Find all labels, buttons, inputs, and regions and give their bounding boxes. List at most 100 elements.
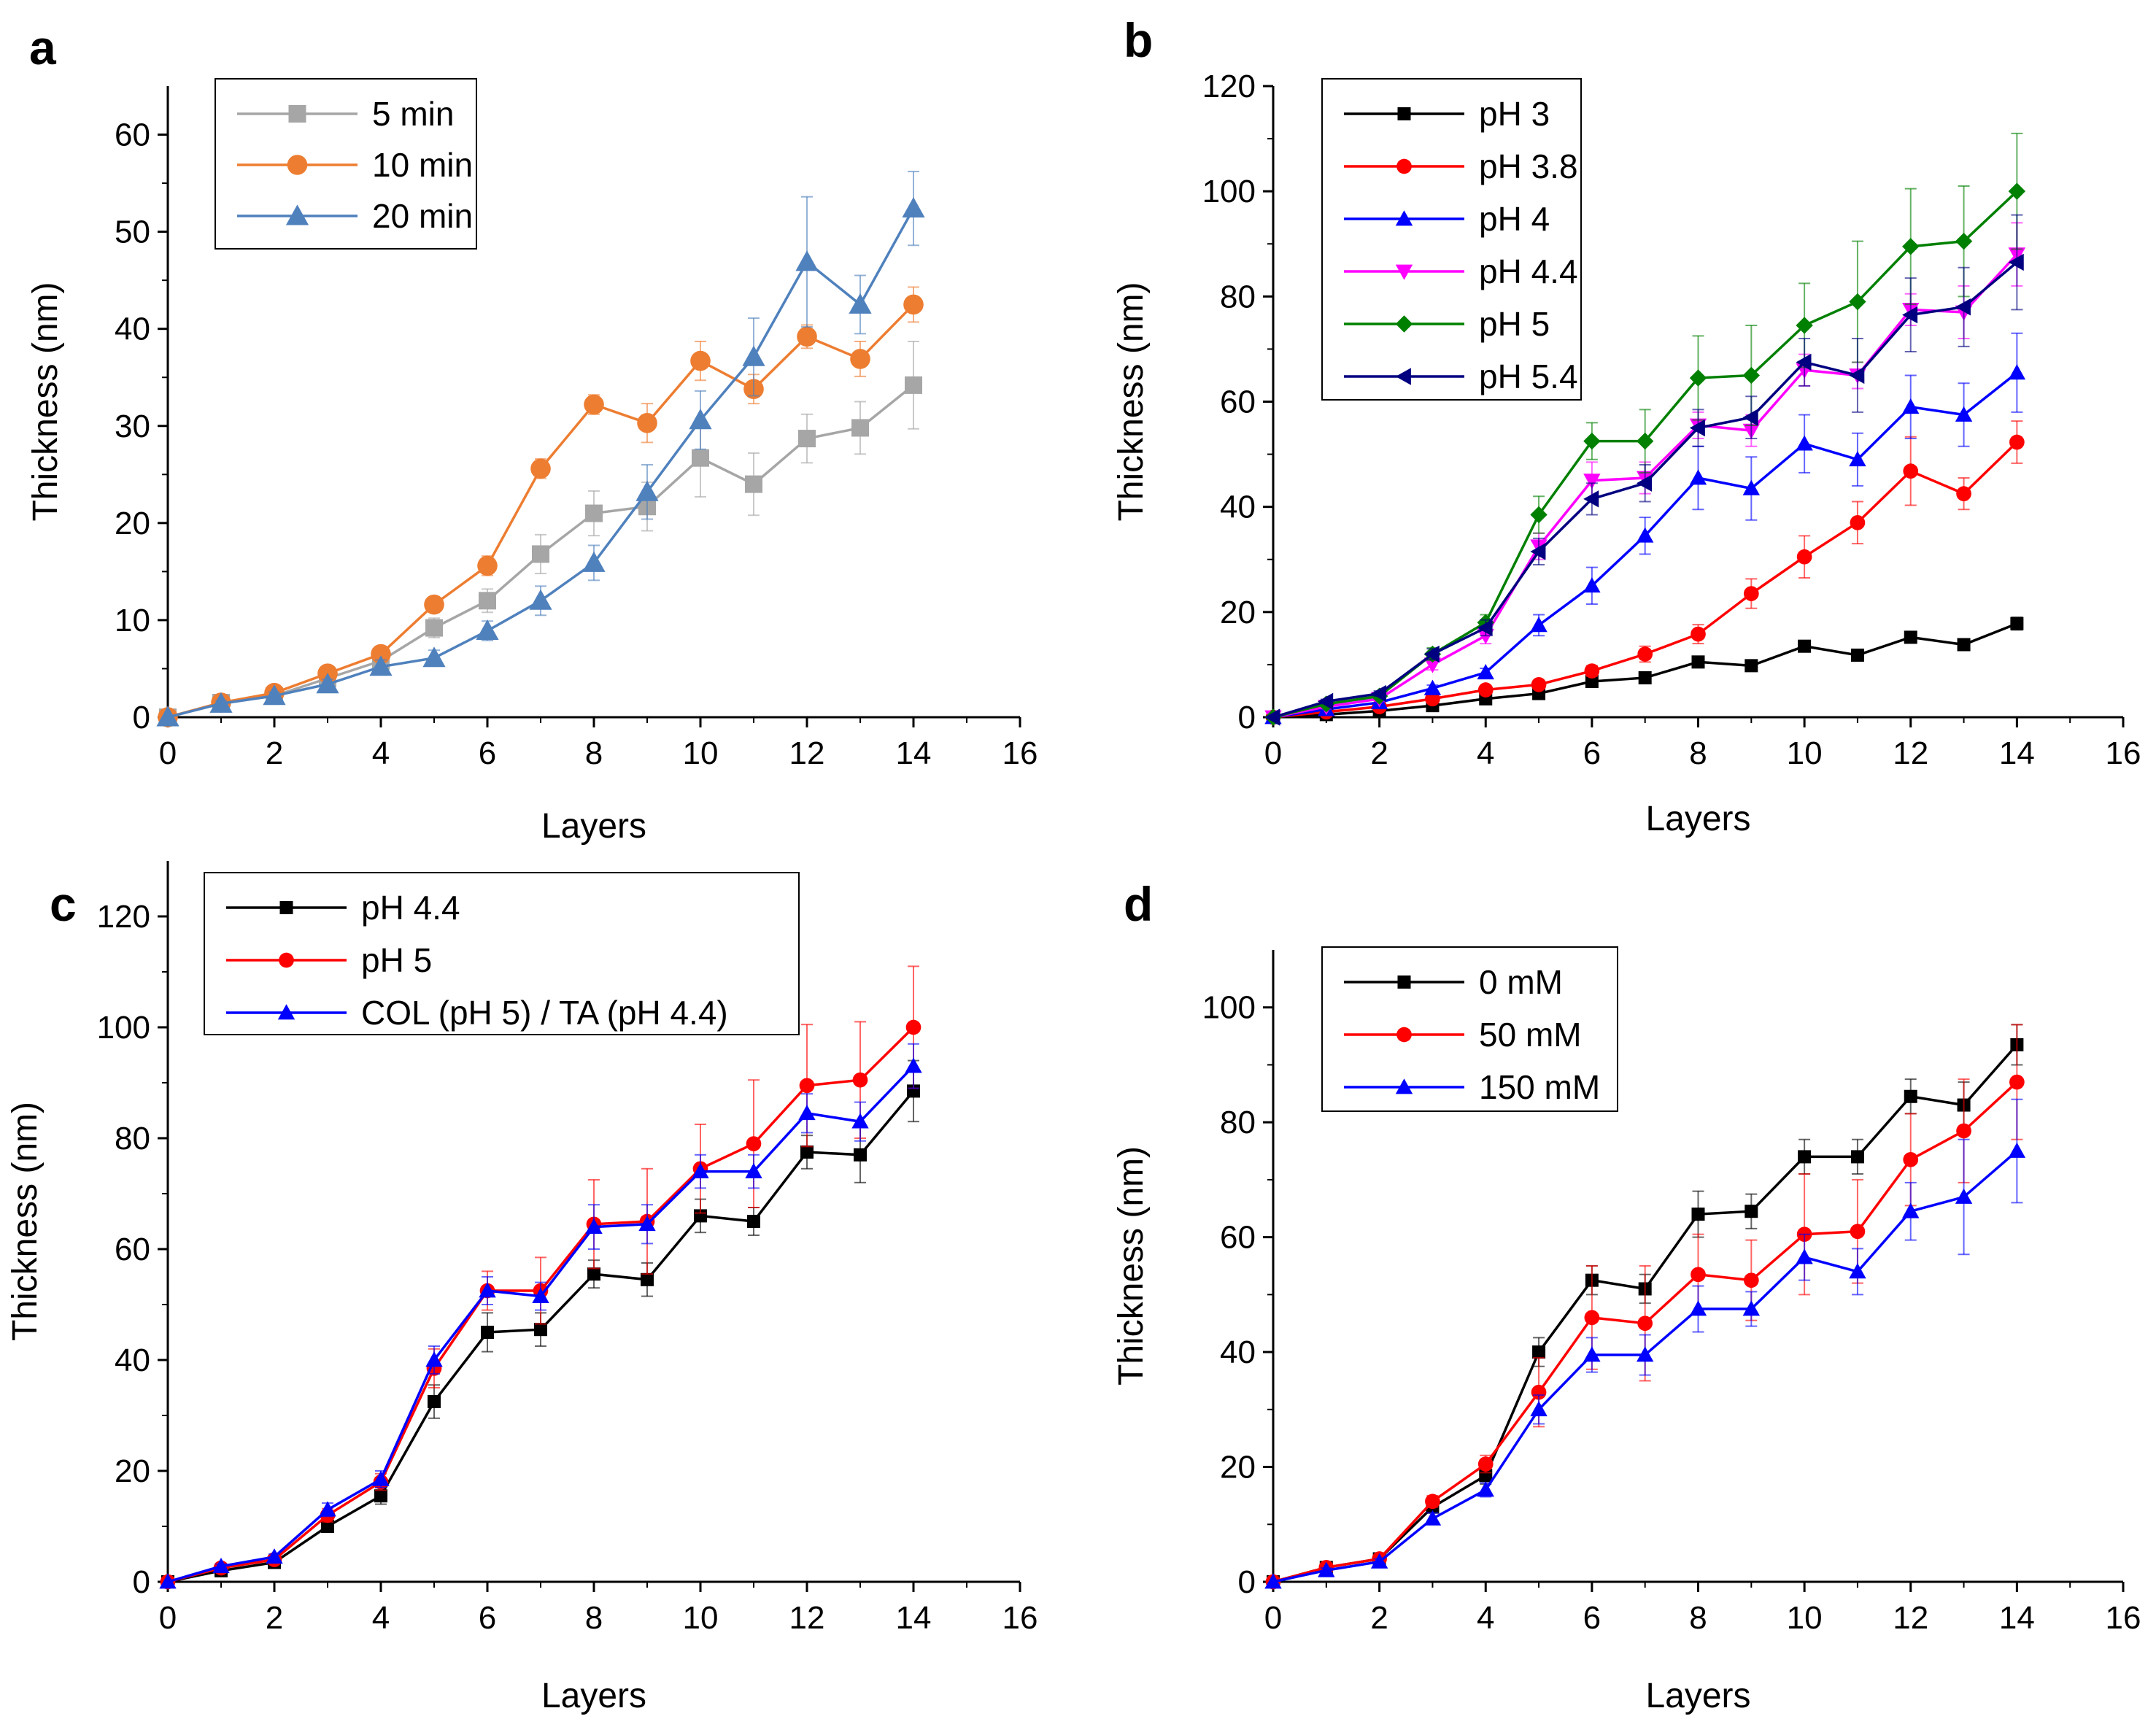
data-point: [479, 1282, 496, 1298]
data-point: [795, 250, 819, 271]
x-tick-label: 10: [683, 1600, 719, 1636]
data-point: [1477, 619, 1493, 637]
data-point: [2009, 434, 2025, 450]
data-point: [1638, 671, 1652, 684]
data-point: [209, 692, 233, 713]
data-point: [1264, 708, 1280, 726]
data-point: [1743, 1272, 1759, 1289]
data-point: [1904, 630, 1917, 644]
data-point: [1585, 674, 1599, 688]
legend-marker: [1395, 315, 1413, 333]
legend-label: 20 min: [372, 197, 473, 235]
legend-marker: [279, 901, 293, 914]
series-ph-5-4: [1264, 214, 2024, 726]
data-point: [1796, 1248, 1813, 1264]
data-point: [1742, 1300, 1761, 1316]
data-point: [374, 1489, 387, 1503]
legend: pH 3 pH 3.8 pH 4 pH 4.4 pH 5 pH 5.4: [1321, 78, 1582, 401]
data-point: [1955, 298, 1971, 316]
data-point: [1264, 1573, 1282, 1589]
series-line: [167, 304, 915, 719]
legend-label: pH 4: [1479, 200, 1550, 238]
data-point: [1636, 432, 1654, 450]
legend-label: pH 5.4: [1479, 358, 1578, 395]
data-point: [1903, 1152, 1919, 1167]
data-point: [689, 409, 712, 430]
data-point: [1796, 549, 1812, 565]
legend-marker: [277, 1004, 295, 1020]
legend-marker: [1397, 975, 1411, 989]
data-point: [534, 1323, 547, 1337]
y-tick-label: 60: [115, 1232, 150, 1267]
panel-d: d 0 2 4 6 8 10 12 14 16 0 20 40 60 80 100 Layers Thicknes…: [1112, 877, 2141, 1715]
series-150-mm: [1264, 1098, 2026, 1589]
data-point: [1798, 1150, 1812, 1164]
data-point: [903, 294, 924, 315]
x-tick-label: 12: [1893, 735, 1928, 771]
x-tick-label: 0: [159, 735, 177, 771]
data-point: [584, 394, 604, 415]
x-tick-label: 8: [585, 735, 603, 771]
y-tick-label: 60: [1220, 385, 1256, 420]
data-point: [2008, 364, 2026, 380]
legend-label: pH 3: [1479, 95, 1550, 133]
data-point: [425, 1351, 443, 1367]
panel-label: d: [1124, 877, 1153, 931]
data-point: [1636, 527, 1654, 543]
data-point: [1689, 1300, 1707, 1316]
x-tick-label: 12: [789, 735, 825, 771]
y-tick-label: 100: [97, 1010, 150, 1046]
data-point: [424, 594, 444, 615]
data-point: [428, 1395, 441, 1408]
data-point: [798, 430, 816, 448]
data-point: [2008, 1142, 2026, 1158]
data-point: [1689, 469, 1707, 485]
data-point: [1318, 692, 1334, 711]
data-point: [746, 1136, 762, 1151]
data-point: [1583, 474, 1601, 490]
x-tick-label: 4: [1477, 1600, 1494, 1636]
x-tick-label: 14: [1999, 1600, 2035, 1636]
y-tick-label: 100: [1202, 174, 1256, 209]
data-point: [530, 458, 551, 479]
y-tick-label: 20: [1220, 1450, 1256, 1485]
x-tick-label: 4: [1477, 735, 1494, 771]
data-point: [477, 555, 498, 576]
y-tick-label: 80: [115, 1121, 150, 1156]
x-tick-label: 2: [266, 1600, 283, 1636]
legend-label: pH 4.4: [1479, 252, 1578, 290]
data-point: [1425, 1494, 1440, 1510]
legend-marker: [1395, 210, 1413, 226]
data-point: [481, 1326, 494, 1339]
data-point: [1423, 657, 1442, 673]
series-col-ph-5-ta-ph-4-4-: [159, 1043, 922, 1589]
y-tick-label: 40: [1220, 1334, 1256, 1370]
x-tick-label: 12: [1893, 1600, 1928, 1636]
data-point: [1477, 1456, 1494, 1472]
x-axis-label: Layers: [1645, 1677, 1750, 1715]
data-point: [1956, 1123, 1971, 1139]
x-tick-label: 16: [2106, 1600, 2141, 1636]
data-point: [1902, 306, 1918, 324]
y-tick-label: 0: [133, 1564, 150, 1600]
data-point: [1423, 645, 1440, 663]
data-point: [1955, 232, 1973, 250]
legend-box: [1321, 78, 1582, 401]
data-point: [422, 646, 446, 668]
x-axis-label: Layers: [1645, 800, 1750, 838]
data-point: [800, 1145, 814, 1159]
data-point: [1584, 1310, 1600, 1326]
data-point: [690, 350, 711, 371]
data-point: [798, 1105, 816, 1121]
data-point: [1531, 676, 1547, 692]
x-tick-label: 8: [1689, 735, 1707, 771]
x-tick-label: 4: [372, 1600, 390, 1636]
legend: pH 4.4 pH 5 COL (pH 5) / TA (pH 4.4): [204, 872, 800, 1035]
x-tick-label: 16: [2106, 735, 2141, 771]
data-point: [1798, 639, 1812, 653]
data-point: [1583, 490, 1599, 508]
data-point: [2009, 1074, 2025, 1090]
data-point: [1744, 1205, 1758, 1218]
data-point: [266, 1548, 283, 1564]
series-50-mm: [1265, 1024, 2025, 1590]
